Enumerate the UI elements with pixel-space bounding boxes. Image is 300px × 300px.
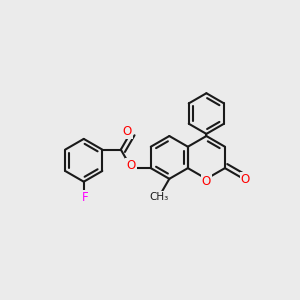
Text: O: O [241,173,250,186]
Text: O: O [126,159,136,172]
Text: F: F [82,190,88,204]
Text: O: O [202,175,211,188]
Text: O: O [123,125,132,138]
Text: CH₃: CH₃ [150,192,169,202]
